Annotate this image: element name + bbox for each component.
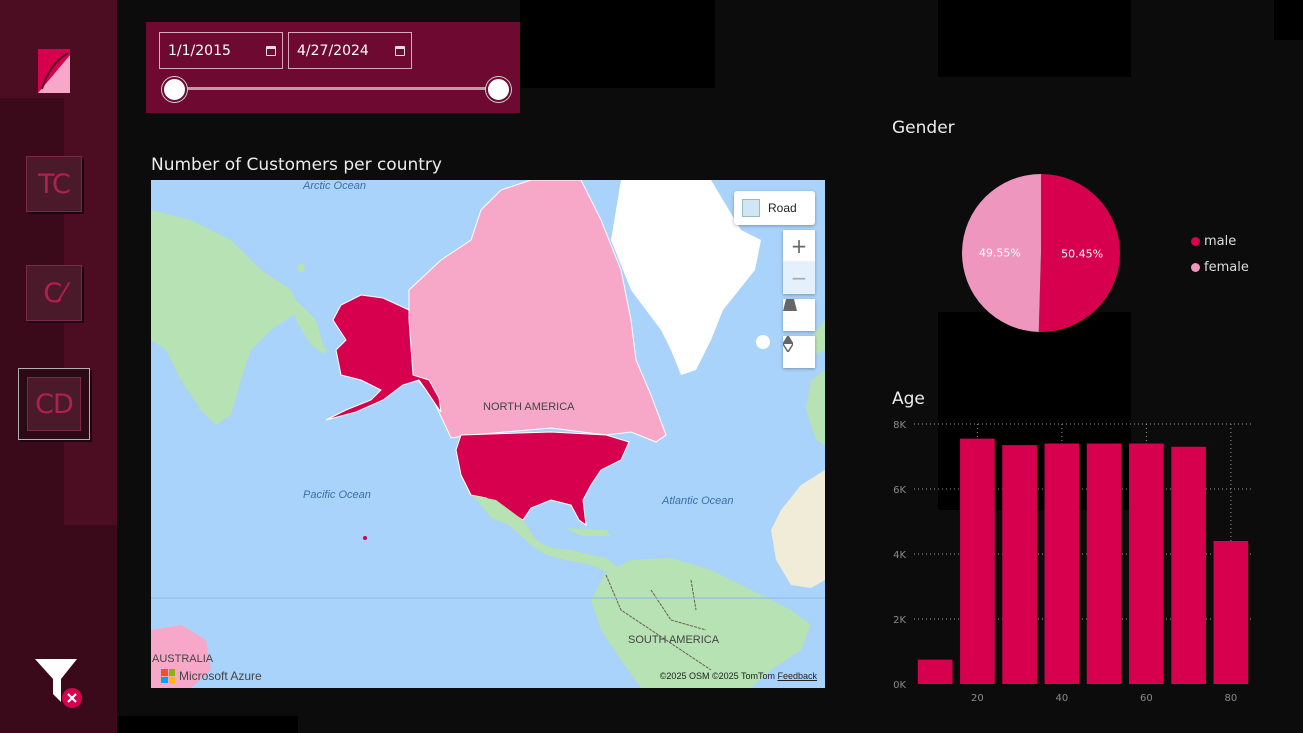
- label-arctic-ocean: Arctic Ocean: [303, 180, 366, 192]
- start-date-value: 1/1/2015: [168, 43, 231, 59]
- age-bar-chart[interactable]: 0K 2K 4K 6K 8K 20 40 60 80: [862, 410, 1257, 710]
- background-block: [938, 0, 1131, 77]
- label-north-america: NORTH AMERICA: [483, 401, 575, 413]
- x-tick-label: 80: [1225, 693, 1238, 704]
- zoom-in-button[interactable]: +: [783, 230, 815, 262]
- x-tick-label: 20: [971, 693, 984, 704]
- feedback-link[interactable]: Feedback: [777, 671, 817, 681]
- background-block: [117, 716, 298, 733]
- alaska: [325, 294, 442, 421]
- nav-button-tc[interactable]: TC: [26, 156, 82, 212]
- age-title: Age: [892, 389, 925, 409]
- africa: [771, 470, 825, 588]
- pie-data-label: 49.55%: [979, 246, 1021, 259]
- pie-slice-male[interactable]: [1038, 174, 1120, 332]
- sidebar: TC C⁄ CD: [0, 0, 117, 733]
- background-block: [1274, 0, 1303, 40]
- slider-track: [174, 87, 498, 90]
- nav-button-inner: CD: [27, 377, 81, 431]
- y-tick-label: 2K: [893, 615, 906, 626]
- usa: [455, 431, 630, 527]
- label-pacific-ocean: Pacific Ocean: [303, 489, 371, 501]
- legend-female-swatch: [1191, 263, 1200, 272]
- clear-filters-icon[interactable]: [34, 658, 84, 710]
- age-bar[interactable]: [1213, 541, 1249, 684]
- calendar-icon[interactable]: [266, 46, 276, 56]
- gender-title: Gender: [892, 118, 955, 138]
- legend-male-swatch: [1191, 237, 1200, 246]
- canada: [408, 180, 667, 443]
- age-bar[interactable]: [1002, 445, 1037, 684]
- label-australia: AUSTRALIA: [152, 653, 214, 665]
- pitch-button[interactable]: [783, 299, 815, 331]
- date-range-slicer: 1/1/2015 4/27/2024: [146, 22, 520, 113]
- microsoft-logo-icon: [161, 669, 175, 683]
- x-tick-label: 40: [1056, 693, 1069, 704]
- age-bar[interactable]: [960, 438, 995, 684]
- label-south-america: SOUTH AMERICA: [628, 634, 720, 646]
- x-tick-label: 60: [1140, 693, 1153, 704]
- zoom-out-button[interactable]: −: [783, 262, 815, 294]
- map-style-label: Road: [768, 201, 797, 215]
- age-bar[interactable]: [1086, 443, 1122, 685]
- calendar-icon[interactable]: [395, 46, 405, 56]
- pie-data-label: 50.45%: [1061, 248, 1103, 261]
- compass-icon: [783, 336, 793, 352]
- nav-button-cs[interactable]: C⁄: [26, 265, 82, 321]
- compass-button[interactable]: [783, 336, 815, 368]
- end-date-input[interactable]: 4/27/2024: [288, 32, 412, 69]
- road-style-icon: [742, 199, 760, 217]
- age-bar[interactable]: [1129, 443, 1164, 685]
- legend-female-label: female: [1204, 260, 1249, 275]
- greenland: [611, 180, 761, 375]
- customers-map[interactable]: Road + − Arctic Ocean Pacific Ocean Atla…: [151, 180, 825, 688]
- legend-item-female[interactable]: female: [1191, 260, 1249, 275]
- map-credits: ©2025 OSM ©2025 TomTom Feedback: [660, 671, 817, 681]
- azure-brand: Microsoft Azure: [161, 669, 262, 683]
- background-block: [520, 0, 715, 88]
- nav-button-label: TC: [38, 168, 71, 200]
- y-tick-label: 6K: [893, 485, 906, 496]
- pie-slice-female[interactable]: [961, 174, 1041, 332]
- pitch-icon: [783, 299, 797, 311]
- y-tick-label: 8K: [893, 420, 906, 431]
- kamchatka: [291, 295, 326, 355]
- nav-button-label: C⁄: [43, 277, 65, 309]
- map-canvas: [151, 180, 825, 688]
- azure-brand-label: Microsoft Azure: [179, 669, 262, 683]
- age-bar[interactable]: [1171, 446, 1206, 684]
- age-bar[interactable]: [917, 659, 953, 684]
- y-tick-label: 0K: [893, 680, 906, 691]
- y-tick-label: 4K: [893, 550, 906, 561]
- nav-button-cd[interactable]: CD: [18, 368, 90, 440]
- end-date-value: 4/27/2024: [297, 43, 369, 59]
- label-atlantic-ocean: Atlantic Ocean: [662, 495, 734, 507]
- slider-end-handle[interactable]: [486, 77, 511, 102]
- map-title: Number of Customers per country: [151, 155, 442, 175]
- start-date-input[interactable]: 1/1/2015: [159, 32, 283, 69]
- nav-button-label: CD: [35, 388, 74, 420]
- legend-male-label: male: [1204, 234, 1237, 249]
- app-logo: [38, 49, 70, 93]
- legend-item-male[interactable]: male: [1191, 234, 1236, 249]
- asia-land: [151, 210, 301, 425]
- gender-pie-chart[interactable]: 50.45% 49.55%: [960, 172, 1122, 334]
- age-bar[interactable]: [1044, 443, 1080, 685]
- south-america: [591, 558, 811, 688]
- map-style-button[interactable]: Road: [734, 191, 815, 225]
- slider-start-handle[interactable]: [162, 77, 187, 102]
- credits-text: ©2025 OSM ©2025 TomTom: [659, 671, 775, 681]
- mexico: [471, 495, 621, 572]
